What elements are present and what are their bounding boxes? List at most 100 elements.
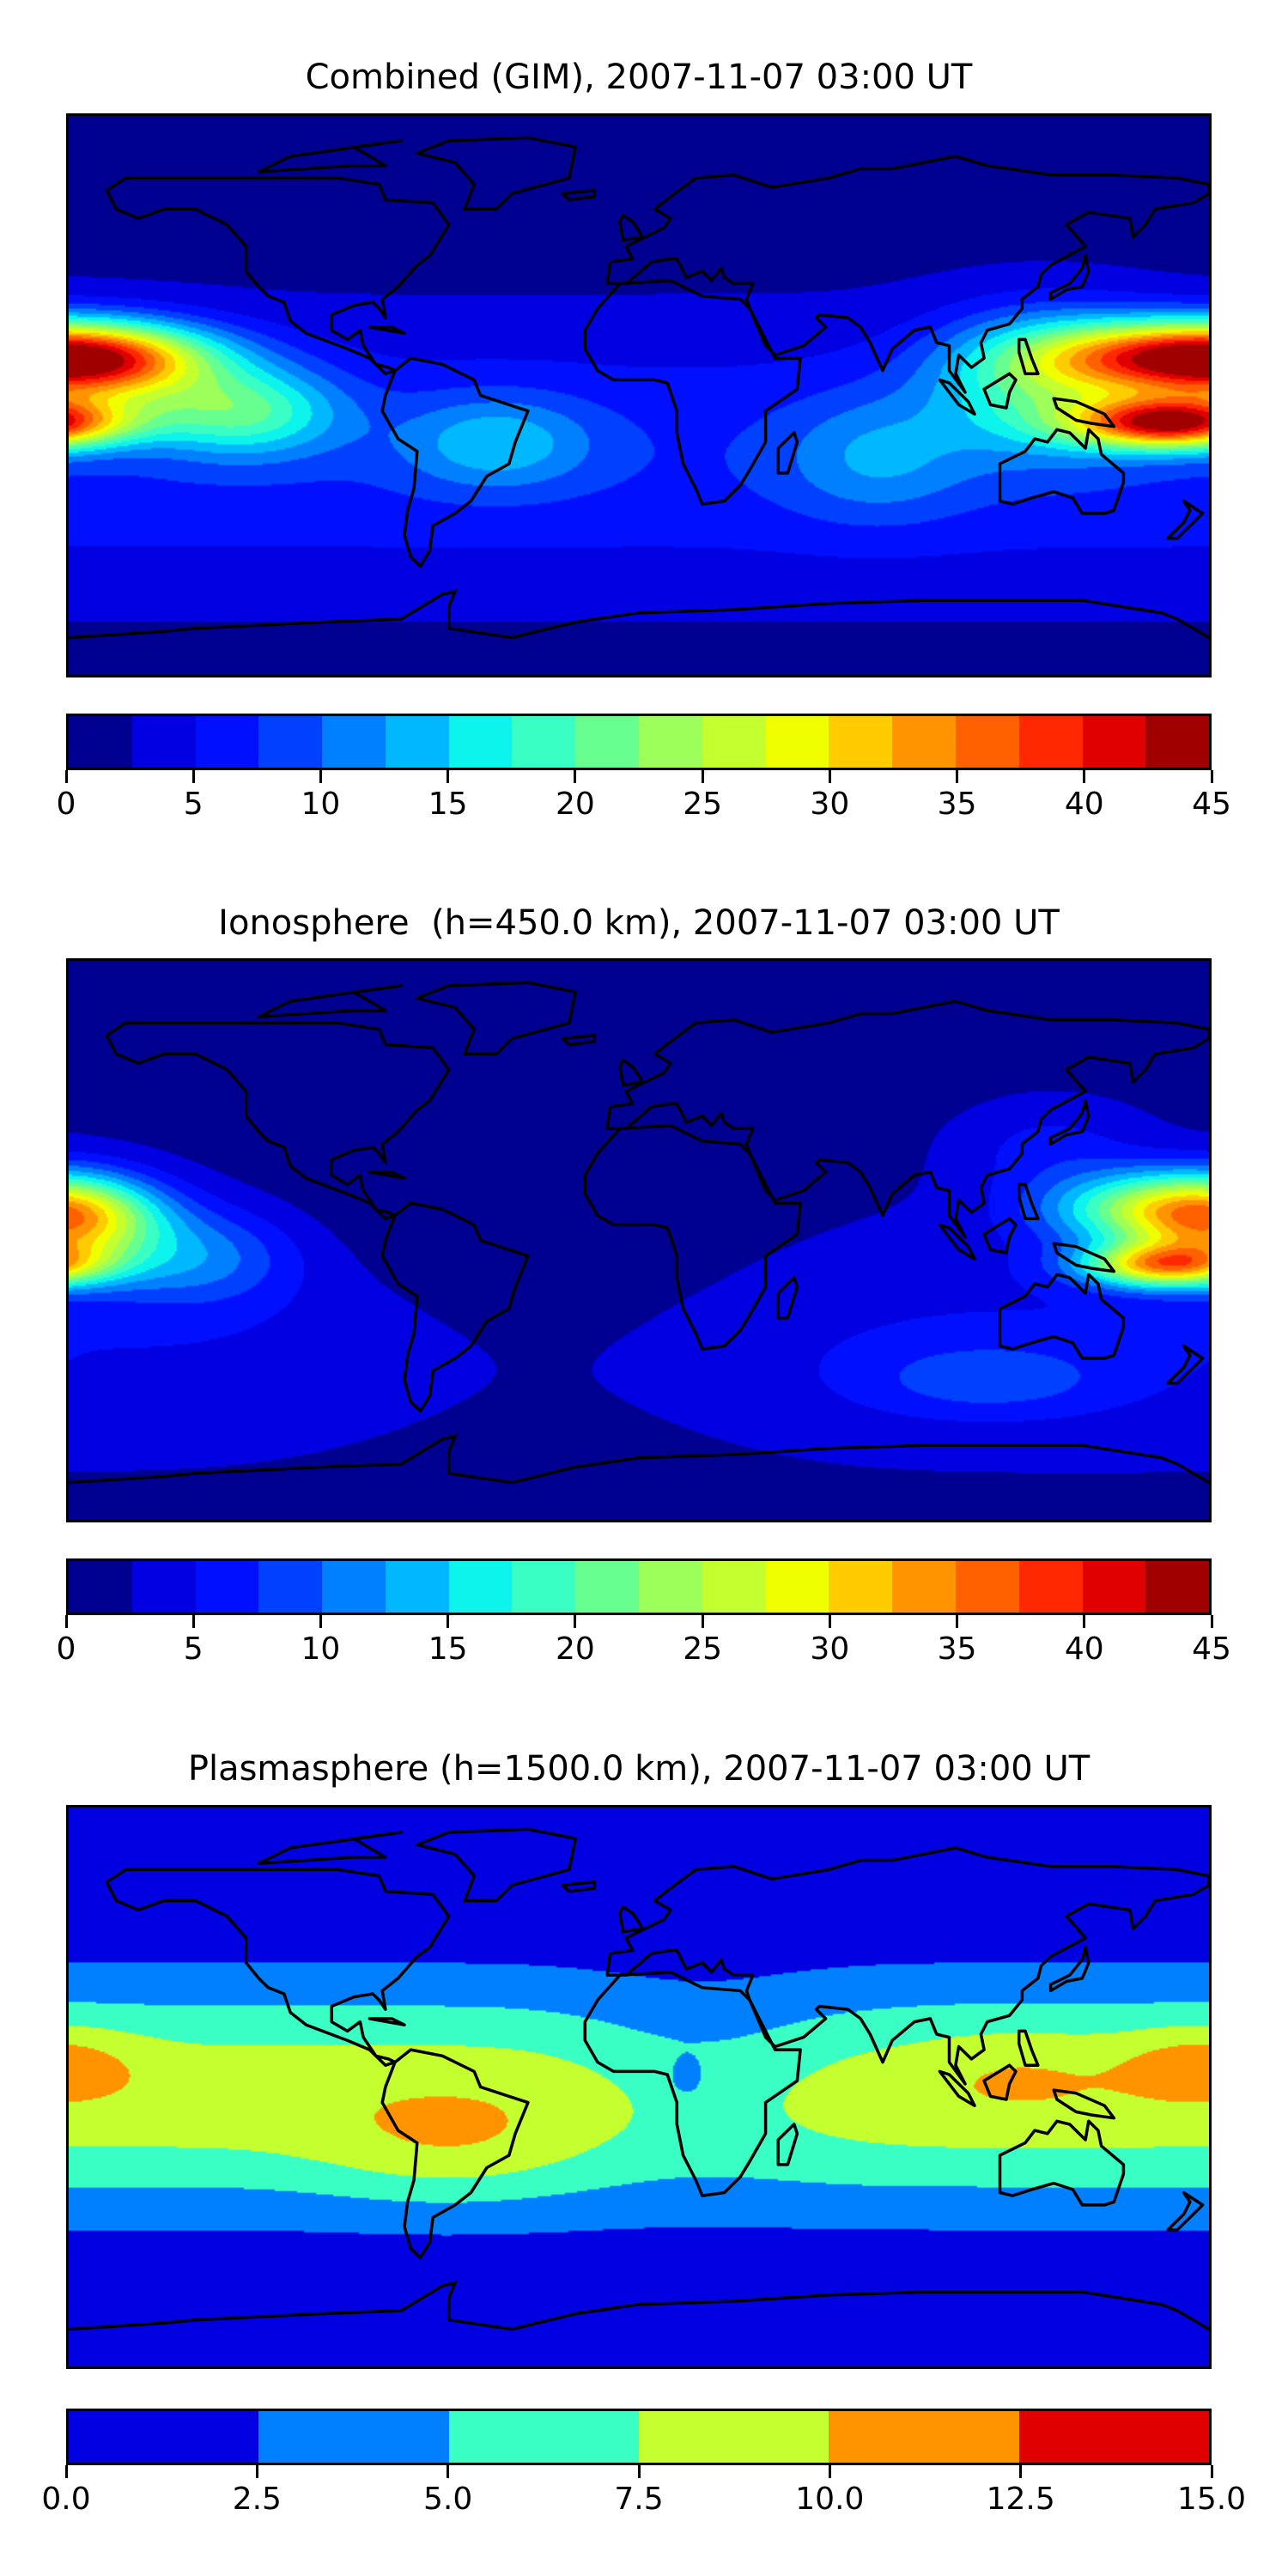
coastline xyxy=(938,1223,976,1261)
colorbar-tick-label: 10 xyxy=(301,787,341,822)
coastline xyxy=(1052,397,1116,428)
colorbar-swatch xyxy=(195,716,259,768)
coastline xyxy=(561,1034,597,1047)
coastline xyxy=(105,176,451,375)
coastline xyxy=(561,189,597,202)
coastline xyxy=(1048,1099,1091,1146)
colorbar-tick-label: 0 xyxy=(56,787,76,822)
colorbar-tick-mark xyxy=(1019,2465,1023,2478)
colorbar-tick-label: 5.0 xyxy=(423,2482,473,2517)
coastline xyxy=(1048,1946,1091,1993)
coastline xyxy=(605,999,1209,1239)
colorbar xyxy=(66,714,1212,770)
colorbar-swatch xyxy=(1082,716,1146,768)
coastline xyxy=(618,213,644,242)
chart-title: Ionosphere (h=450.0 km), 2007-11-07 03:0… xyxy=(218,903,1060,943)
colorbar-tick-mark xyxy=(828,770,831,783)
colorbar-tick-mark xyxy=(64,770,68,783)
colorbar-tick-mark xyxy=(1210,1615,1213,1628)
colorbar-tick-mark xyxy=(1083,770,1086,783)
colorbar-swatch xyxy=(258,1561,323,1613)
colorbar-tick-label: 30 xyxy=(810,1631,850,1667)
coastline xyxy=(1166,499,1205,540)
colorbar-swatch xyxy=(69,2411,259,2463)
chart-title: Plasmasphere (h=1500.0 km), 2007-11-07 0… xyxy=(187,1749,1091,1789)
coastline xyxy=(583,278,802,506)
coastline xyxy=(618,1905,644,1934)
colorbar-tick-mark xyxy=(956,1615,959,1628)
coastline xyxy=(368,2017,406,2026)
coastline xyxy=(583,1123,802,1351)
coastlines xyxy=(69,136,1209,640)
coastline xyxy=(618,1058,644,1087)
map-plot xyxy=(66,958,1212,1522)
colorbar-tick-mark xyxy=(1083,1615,1086,1628)
coastline xyxy=(1052,2088,1116,2120)
colorbar-swatch xyxy=(955,1561,1019,1613)
colorbar-swatch xyxy=(702,1561,766,1613)
colorbar-ticks: 0 5 10 15 20 25 30 35 40 45 xyxy=(57,1615,1231,1667)
colorbar-tick-mark xyxy=(701,1615,704,1628)
coastline xyxy=(368,325,406,335)
contour-field xyxy=(69,1807,1209,2366)
colorbar-tick-label: 45 xyxy=(1192,787,1231,822)
coastline xyxy=(605,1846,1209,2086)
colorbar-swatch xyxy=(385,716,449,768)
colorbar-tick-mark xyxy=(574,1615,577,1628)
colorbar-tick-label: 10 xyxy=(301,1631,341,1667)
coastline xyxy=(380,2048,530,2260)
colorbar-tick-label: 15 xyxy=(428,1631,468,1667)
colorbar-swatch xyxy=(1082,1561,1146,1613)
coastline xyxy=(776,2123,799,2166)
colorbar-tick-mark xyxy=(701,770,704,783)
colorbar-tick-mark xyxy=(319,1615,322,1628)
colorbar-swatch xyxy=(575,1561,640,1613)
colorbar-swatch xyxy=(955,716,1019,768)
coastline xyxy=(1052,1242,1116,1273)
coastline xyxy=(998,2119,1126,2207)
coastline xyxy=(982,372,1018,410)
colorbar-swatch xyxy=(385,1561,449,1613)
colorbar-swatch xyxy=(702,716,766,768)
colorbar-swatch xyxy=(258,716,323,768)
coastline xyxy=(1017,1182,1040,1220)
coastline xyxy=(416,136,577,211)
coastline xyxy=(982,2063,1018,2101)
colorbar-tick-label: 40 xyxy=(1064,787,1104,822)
coastline xyxy=(1048,254,1091,301)
coastline xyxy=(416,1827,577,1903)
colorbar xyxy=(66,2409,1212,2465)
colorbar-tick-label: 25 xyxy=(683,787,723,822)
coastline xyxy=(1166,2190,1205,2232)
colorbar-tick-mark xyxy=(319,770,322,783)
coastline xyxy=(368,1170,406,1180)
colorbar-tick-label: 5 xyxy=(183,1631,204,1667)
colorbar-tick-label: 35 xyxy=(937,1631,977,1667)
coastline xyxy=(938,378,976,416)
colorbar-tick-mark xyxy=(1210,2465,1213,2478)
colorbar-tick-label: 12.5 xyxy=(986,2482,1055,2517)
colorbar-tick-mark xyxy=(956,770,959,783)
colorbar-tick-label: 40 xyxy=(1064,1631,1104,1667)
colorbar-swatch xyxy=(1145,1561,1210,1613)
colorbar-tick-mark xyxy=(828,2465,831,2478)
colorbar-tick-mark xyxy=(637,2465,641,2478)
colorbar-swatch xyxy=(448,2411,639,2463)
colorbar-swatch xyxy=(829,716,893,768)
contour-field xyxy=(69,961,1209,1520)
coastline xyxy=(982,1217,1018,1255)
colorbar-tick-mark xyxy=(828,1615,831,1628)
colorbar-swatch xyxy=(639,716,702,768)
coastline xyxy=(257,984,404,1018)
colorbar-tick-mark xyxy=(1210,770,1213,783)
colorbar-tick-mark xyxy=(447,770,450,783)
colorbar-tick-label: 45 xyxy=(1192,1631,1231,1667)
coastline xyxy=(257,139,404,173)
colorbar-swatch xyxy=(829,1561,893,1613)
coastlines xyxy=(69,981,1209,1485)
colorbar-swatch xyxy=(512,1561,576,1613)
colorbar-swatch xyxy=(258,2411,449,2463)
colorbar-tick-mark xyxy=(255,2465,258,2478)
coastline xyxy=(776,1276,799,1320)
map-plot xyxy=(66,113,1212,677)
